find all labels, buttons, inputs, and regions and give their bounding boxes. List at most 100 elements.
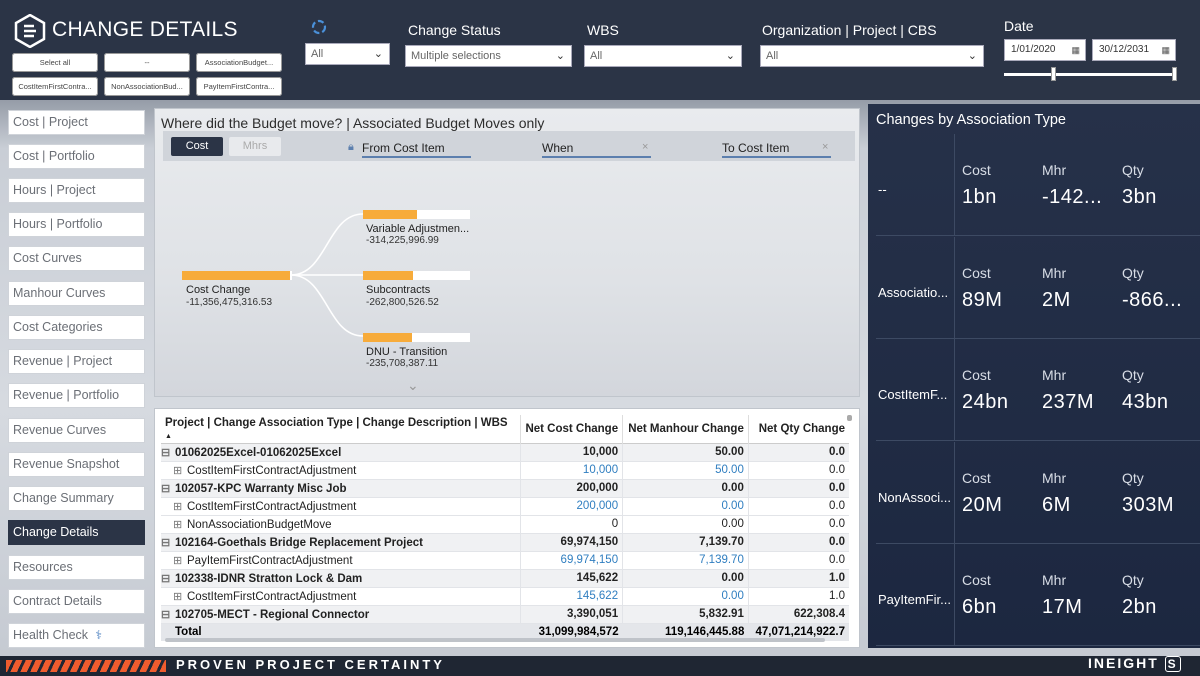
col-header-project[interactable]: Project | Change Association Type | Chan… (161, 415, 521, 443)
col-header-net-qty[interactable]: Net Qty Change (747, 415, 849, 443)
cell-net-qty: 0.0 (747, 461, 849, 479)
col-header-project-label: Project | Change Association Type | Chan… (165, 416, 508, 429)
table-group-row[interactable]: ⊟ 102057-KPC Warranty Misc Job 200,000 0.00… (161, 479, 849, 497)
expand-icon[interactable]: ⊞ (173, 500, 183, 513)
association-type-name: CostItemF... (878, 387, 948, 402)
association-panel-title: Changes by Association Type (876, 112, 1066, 128)
table-row[interactable]: ⊞ PayItemFirstContractAdjustment 69,974,15… (161, 551, 849, 569)
association-row[interactable]: -- Cost Mhr Qty 1bn -142... 3bn (868, 134, 1200, 236)
association-row[interactable]: PayItemFir... Cost Mhr Qty 6bn 17M 2bn (868, 544, 1200, 646)
change-status-dropdown[interactable]: Multiple selections ⌄ (405, 45, 572, 67)
table-group-row[interactable]: ⊟ 102164-Goethals Bridge Replacement Proj… (161, 533, 849, 551)
cell-net-manhour: 50.00 (622, 461, 749, 479)
association-row[interactable]: Associatio... Cost Mhr Qty 89M 2M -866... (868, 236, 1200, 339)
association-row[interactable]: CostItemF... Cost Mhr Qty 24bn 237M 43bn (868, 339, 1200, 441)
filter-type-dropdown[interactable]: All ⌄ (305, 43, 390, 65)
nav-revenue-portfolio[interactable]: Revenue | Portfolio (8, 383, 145, 408)
row-label: NonAssociationBudgetMove (187, 518, 332, 531)
collapse-icon[interactable]: ⊟ (161, 608, 171, 621)
refresh-icon[interactable] (310, 18, 328, 36)
chevron-down-icon[interactable]: ⌄ (407, 377, 419, 393)
chip-association-budget[interactable]: AssociationBudget... (196, 53, 282, 72)
nav-change-details[interactable]: Change Details (8, 520, 145, 545)
collapse-icon[interactable]: ⊟ (161, 536, 171, 549)
chip-nonassociation[interactable]: NonAssociationBud... (104, 77, 190, 96)
date-from-input[interactable]: 1/01/2020 ▦ (1004, 39, 1086, 61)
qty-label: Qty (1122, 469, 1144, 486)
nav-cost-categories[interactable]: Cost Categories (8, 315, 145, 340)
close-icon[interactable]: × (642, 141, 649, 153)
cell-net-manhour: 0.00 (622, 497, 749, 515)
cell-net-qty: 0.0 (747, 443, 849, 461)
row-separator (876, 440, 1200, 441)
expand-icon[interactable]: ⊞ (173, 464, 183, 477)
chip-payitem-first[interactable]: PayItemFirstContra... (196, 77, 282, 96)
cell-net-manhour: 0.00 (622, 587, 749, 605)
nav-revenue-project[interactable]: Revenue | Project (8, 349, 145, 374)
toggle-mhrs-button[interactable]: Mhrs (229, 137, 281, 156)
nav-cost-portfolio[interactable]: Cost | Portfolio (8, 144, 145, 169)
calendar-icon[interactable]: ▦ (1161, 45, 1170, 55)
nav-resources[interactable]: Resources (8, 555, 145, 580)
root-node-bar[interactable] (182, 271, 292, 280)
expand-icon[interactable]: ⊞ (173, 590, 183, 603)
row-divider (954, 544, 955, 646)
root-node-name: Cost Change (186, 284, 251, 296)
date-slider-track[interactable] (1004, 73, 1176, 76)
toggle-cost-button[interactable]: Cost (171, 137, 223, 156)
collapse-icon[interactable]: ⊟ (161, 482, 171, 495)
nav-hours-portfolio[interactable]: Hours | Portfolio (8, 212, 145, 237)
table-row[interactable]: ⊞ CostItemFirstContractAdjustment 10,000 50… (161, 461, 849, 479)
association-type-name: -- (878, 182, 887, 197)
level-to-cost-item[interactable]: To Cost Item (722, 141, 831, 158)
table-group-row[interactable]: ⊟ 102338-IDNR Stratton Lock & Dam 145,622 0… (161, 569, 849, 587)
nav-revenue-snapshot[interactable]: Revenue Snapshot (8, 452, 145, 477)
date-slider-end-handle[interactable] (1172, 67, 1177, 81)
expand-icon[interactable]: ⊞ (173, 554, 183, 567)
date-slider-start-handle[interactable] (1051, 67, 1056, 81)
sort-asc-icon: ▲ (165, 432, 172, 440)
nav-cost-curves[interactable]: Cost Curves (8, 246, 145, 271)
association-row[interactable]: NonAssoci... Cost Mhr Qty 20M 6M 303M (868, 441, 1200, 544)
chip-none[interactable]: -- (104, 53, 190, 72)
table-row[interactable]: ⊞ NonAssociationBudgetMove 0 0.00 0.0 (161, 515, 849, 533)
row-separator (876, 337, 1200, 339)
nav-contract-details[interactable]: Contract Details (8, 589, 145, 614)
nav-manhour-curves[interactable]: Manhour Curves (8, 281, 145, 306)
nav-change-summary[interactable]: Change Summary (8, 486, 145, 511)
collapse-icon[interactable]: ⊟ (161, 446, 171, 459)
table-row[interactable]: ⊞ CostItemFirstContractAdjustment 145,622 0… (161, 587, 849, 605)
table-row[interactable]: ⊞ CostItemFirstContractAdjustment 200,000 0… (161, 497, 849, 515)
close-icon[interactable]: × (822, 141, 829, 153)
chip-select-all[interactable]: Select all (12, 53, 98, 72)
cell-net-cost: 0 (520, 515, 623, 533)
table-group-row[interactable]: ⊟ 102705-MECT - Regional Connector 3,390,0… (161, 605, 849, 623)
child-node-bar[interactable] (363, 210, 470, 219)
collapse-icon[interactable]: ⊟ (161, 572, 171, 585)
child-node-value: -314,225,996.99 (366, 235, 439, 246)
nav-revenue-curves[interactable]: Revenue Curves (8, 418, 145, 443)
wbs-dropdown[interactable]: All ⌄ (584, 45, 742, 67)
level-from-cost-item[interactable]: From Cost Item (362, 141, 471, 158)
nav-cost-project[interactable]: Cost | Project (8, 110, 145, 135)
nav-hours-project[interactable]: Hours | Project (8, 178, 145, 203)
expand-icon[interactable]: ⊞ (173, 518, 183, 531)
footer-bar (0, 656, 1200, 676)
nav-health-check[interactable]: Health Check ⚕ (8, 623, 145, 648)
child-node-bar[interactable] (363, 271, 470, 280)
col-header-net-cost[interactable]: Net Cost Change (520, 415, 623, 443)
chip-costitem-first[interactable]: CostItemFirstContra... (12, 77, 98, 96)
child-node-bar[interactable] (363, 333, 470, 342)
org-project-cbs-dropdown[interactable]: All ⌄ (760, 45, 984, 67)
level-when[interactable]: When (542, 141, 651, 158)
table-group-row[interactable]: ⊟ 01062025Excel-01062025Excel 10,000 50.00 0… (161, 443, 849, 461)
row-label: 102705-MECT - Regional Connector (175, 608, 370, 621)
date-to-value: 30/12/2031 (1099, 44, 1150, 55)
horizontal-scrollbar[interactable] (165, 638, 825, 642)
vertical-scrollbar[interactable] (847, 415, 852, 421)
row-label: 01062025Excel-01062025Excel (175, 446, 342, 459)
cost-value: 1bn (962, 186, 997, 208)
date-to-input[interactable]: 30/12/2031 ▦ (1092, 39, 1176, 61)
calendar-icon[interactable]: ▦ (1071, 45, 1080, 55)
col-header-net-manhour[interactable]: Net Manhour Change (622, 415, 749, 443)
